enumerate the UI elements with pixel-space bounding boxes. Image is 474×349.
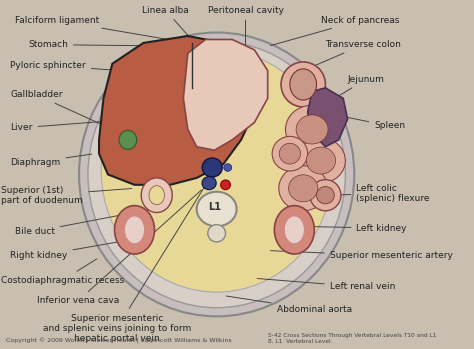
Ellipse shape xyxy=(224,164,232,171)
Ellipse shape xyxy=(125,216,145,244)
Ellipse shape xyxy=(119,130,137,149)
Text: Bile duct: Bile duct xyxy=(15,209,150,236)
Polygon shape xyxy=(308,88,347,147)
Text: Abdominal aorta: Abdominal aorta xyxy=(226,296,352,314)
Text: Stomach: Stomach xyxy=(28,40,203,49)
Text: Inferior vena cava: Inferior vena cava xyxy=(37,190,201,305)
Ellipse shape xyxy=(208,225,226,242)
Ellipse shape xyxy=(290,69,317,100)
Polygon shape xyxy=(183,39,268,150)
Ellipse shape xyxy=(141,178,172,213)
Text: Falciform ligament: Falciform ligament xyxy=(15,16,185,43)
Text: Copyright © 2009 Wolters Kluwer Health | Lippincott Williams & Wilkins: Copyright © 2009 Wolters Kluwer Health |… xyxy=(6,338,231,344)
Ellipse shape xyxy=(101,50,332,292)
Text: Liver: Liver xyxy=(10,119,132,132)
Text: Pyloric sphincter: Pyloric sphincter xyxy=(10,61,167,74)
Ellipse shape xyxy=(284,216,304,244)
Ellipse shape xyxy=(79,32,354,316)
Ellipse shape xyxy=(317,187,334,204)
Text: Left kidney: Left kidney xyxy=(301,224,407,232)
Text: Superior mesenteric
and splenic veins joining to form
hepatic portal vein: Superior mesenteric and splenic veins jo… xyxy=(43,180,209,343)
Ellipse shape xyxy=(274,206,314,254)
Ellipse shape xyxy=(202,177,216,190)
Text: Spleen: Spleen xyxy=(341,116,405,131)
Text: Superior (1st)
part of duodenum: Superior (1st) part of duodenum xyxy=(1,186,132,205)
Ellipse shape xyxy=(272,136,308,171)
Ellipse shape xyxy=(310,180,341,211)
Ellipse shape xyxy=(88,41,346,308)
Text: Neck of pancreas: Neck of pancreas xyxy=(270,16,399,46)
Ellipse shape xyxy=(296,115,328,144)
Ellipse shape xyxy=(281,62,326,107)
Text: Left colic
(splenic) flexure: Left colic (splenic) flexure xyxy=(328,184,430,203)
Ellipse shape xyxy=(149,186,164,205)
Text: Gallbladder: Gallbladder xyxy=(10,90,125,135)
Ellipse shape xyxy=(279,166,328,211)
Text: Diaphragm: Diaphragm xyxy=(10,154,92,167)
Ellipse shape xyxy=(306,147,336,174)
Ellipse shape xyxy=(115,206,155,254)
Text: Right kidney: Right kidney xyxy=(10,241,125,260)
Ellipse shape xyxy=(279,143,301,164)
Text: Costodiaphragmatic recess: Costodiaphragmatic recess xyxy=(1,259,125,284)
Ellipse shape xyxy=(202,158,222,177)
Ellipse shape xyxy=(297,138,346,183)
Text: Superior mesenteric artery: Superior mesenteric artery xyxy=(271,251,453,260)
Text: Left renal vein: Left renal vein xyxy=(257,279,395,291)
Text: Peritoneal cavity: Peritoneal cavity xyxy=(208,6,283,47)
Ellipse shape xyxy=(289,175,318,202)
Text: Transverse colon: Transverse colon xyxy=(306,40,401,69)
Text: Linea alba: Linea alba xyxy=(142,6,192,41)
Text: Jejunum: Jejunum xyxy=(314,75,384,111)
Ellipse shape xyxy=(285,105,339,154)
Ellipse shape xyxy=(197,192,237,227)
Polygon shape xyxy=(99,36,259,185)
Ellipse shape xyxy=(221,180,230,190)
Text: 5-42 Cross Sections Through Vertebral Levels T10 and L1
8. L1  Vertebral Level: 5-42 Cross Sections Through Vertebral Le… xyxy=(268,333,436,344)
Text: L1: L1 xyxy=(208,202,221,212)
